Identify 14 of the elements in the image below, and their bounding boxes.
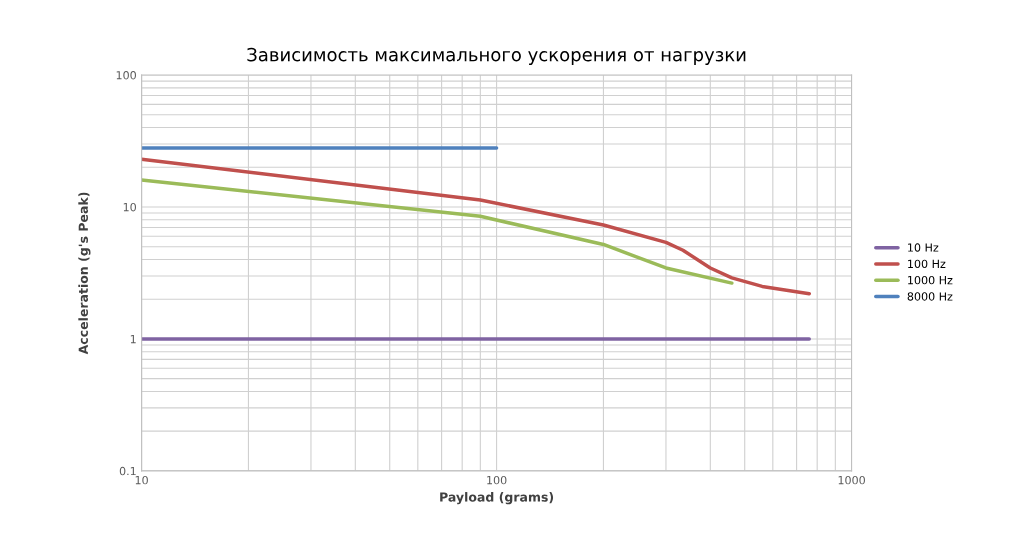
legend-label: 8000 Hz xyxy=(907,292,953,301)
y-tick-label: 0.1 xyxy=(119,466,136,476)
x-tick-label: 10 xyxy=(135,475,148,485)
x-tick-label: 1000 xyxy=(838,475,865,485)
y-tick-label: 100 xyxy=(116,71,136,80)
legend-label: 100 Hz xyxy=(908,259,946,269)
x-axis-title: Payload (grams) xyxy=(440,492,554,505)
y-tick-label: 1 xyxy=(130,335,136,344)
legend-label: 10 Hz xyxy=(908,243,939,252)
x-tick-label: 100 xyxy=(487,475,507,485)
chart-title: Зависимость максимального ускорения от нагрузки xyxy=(247,47,746,65)
legend-label: 1000 Hz xyxy=(908,275,953,285)
y-tick-label: 10 xyxy=(123,202,136,212)
y-axis-title: Acceleration (g's Peak) xyxy=(78,192,91,355)
